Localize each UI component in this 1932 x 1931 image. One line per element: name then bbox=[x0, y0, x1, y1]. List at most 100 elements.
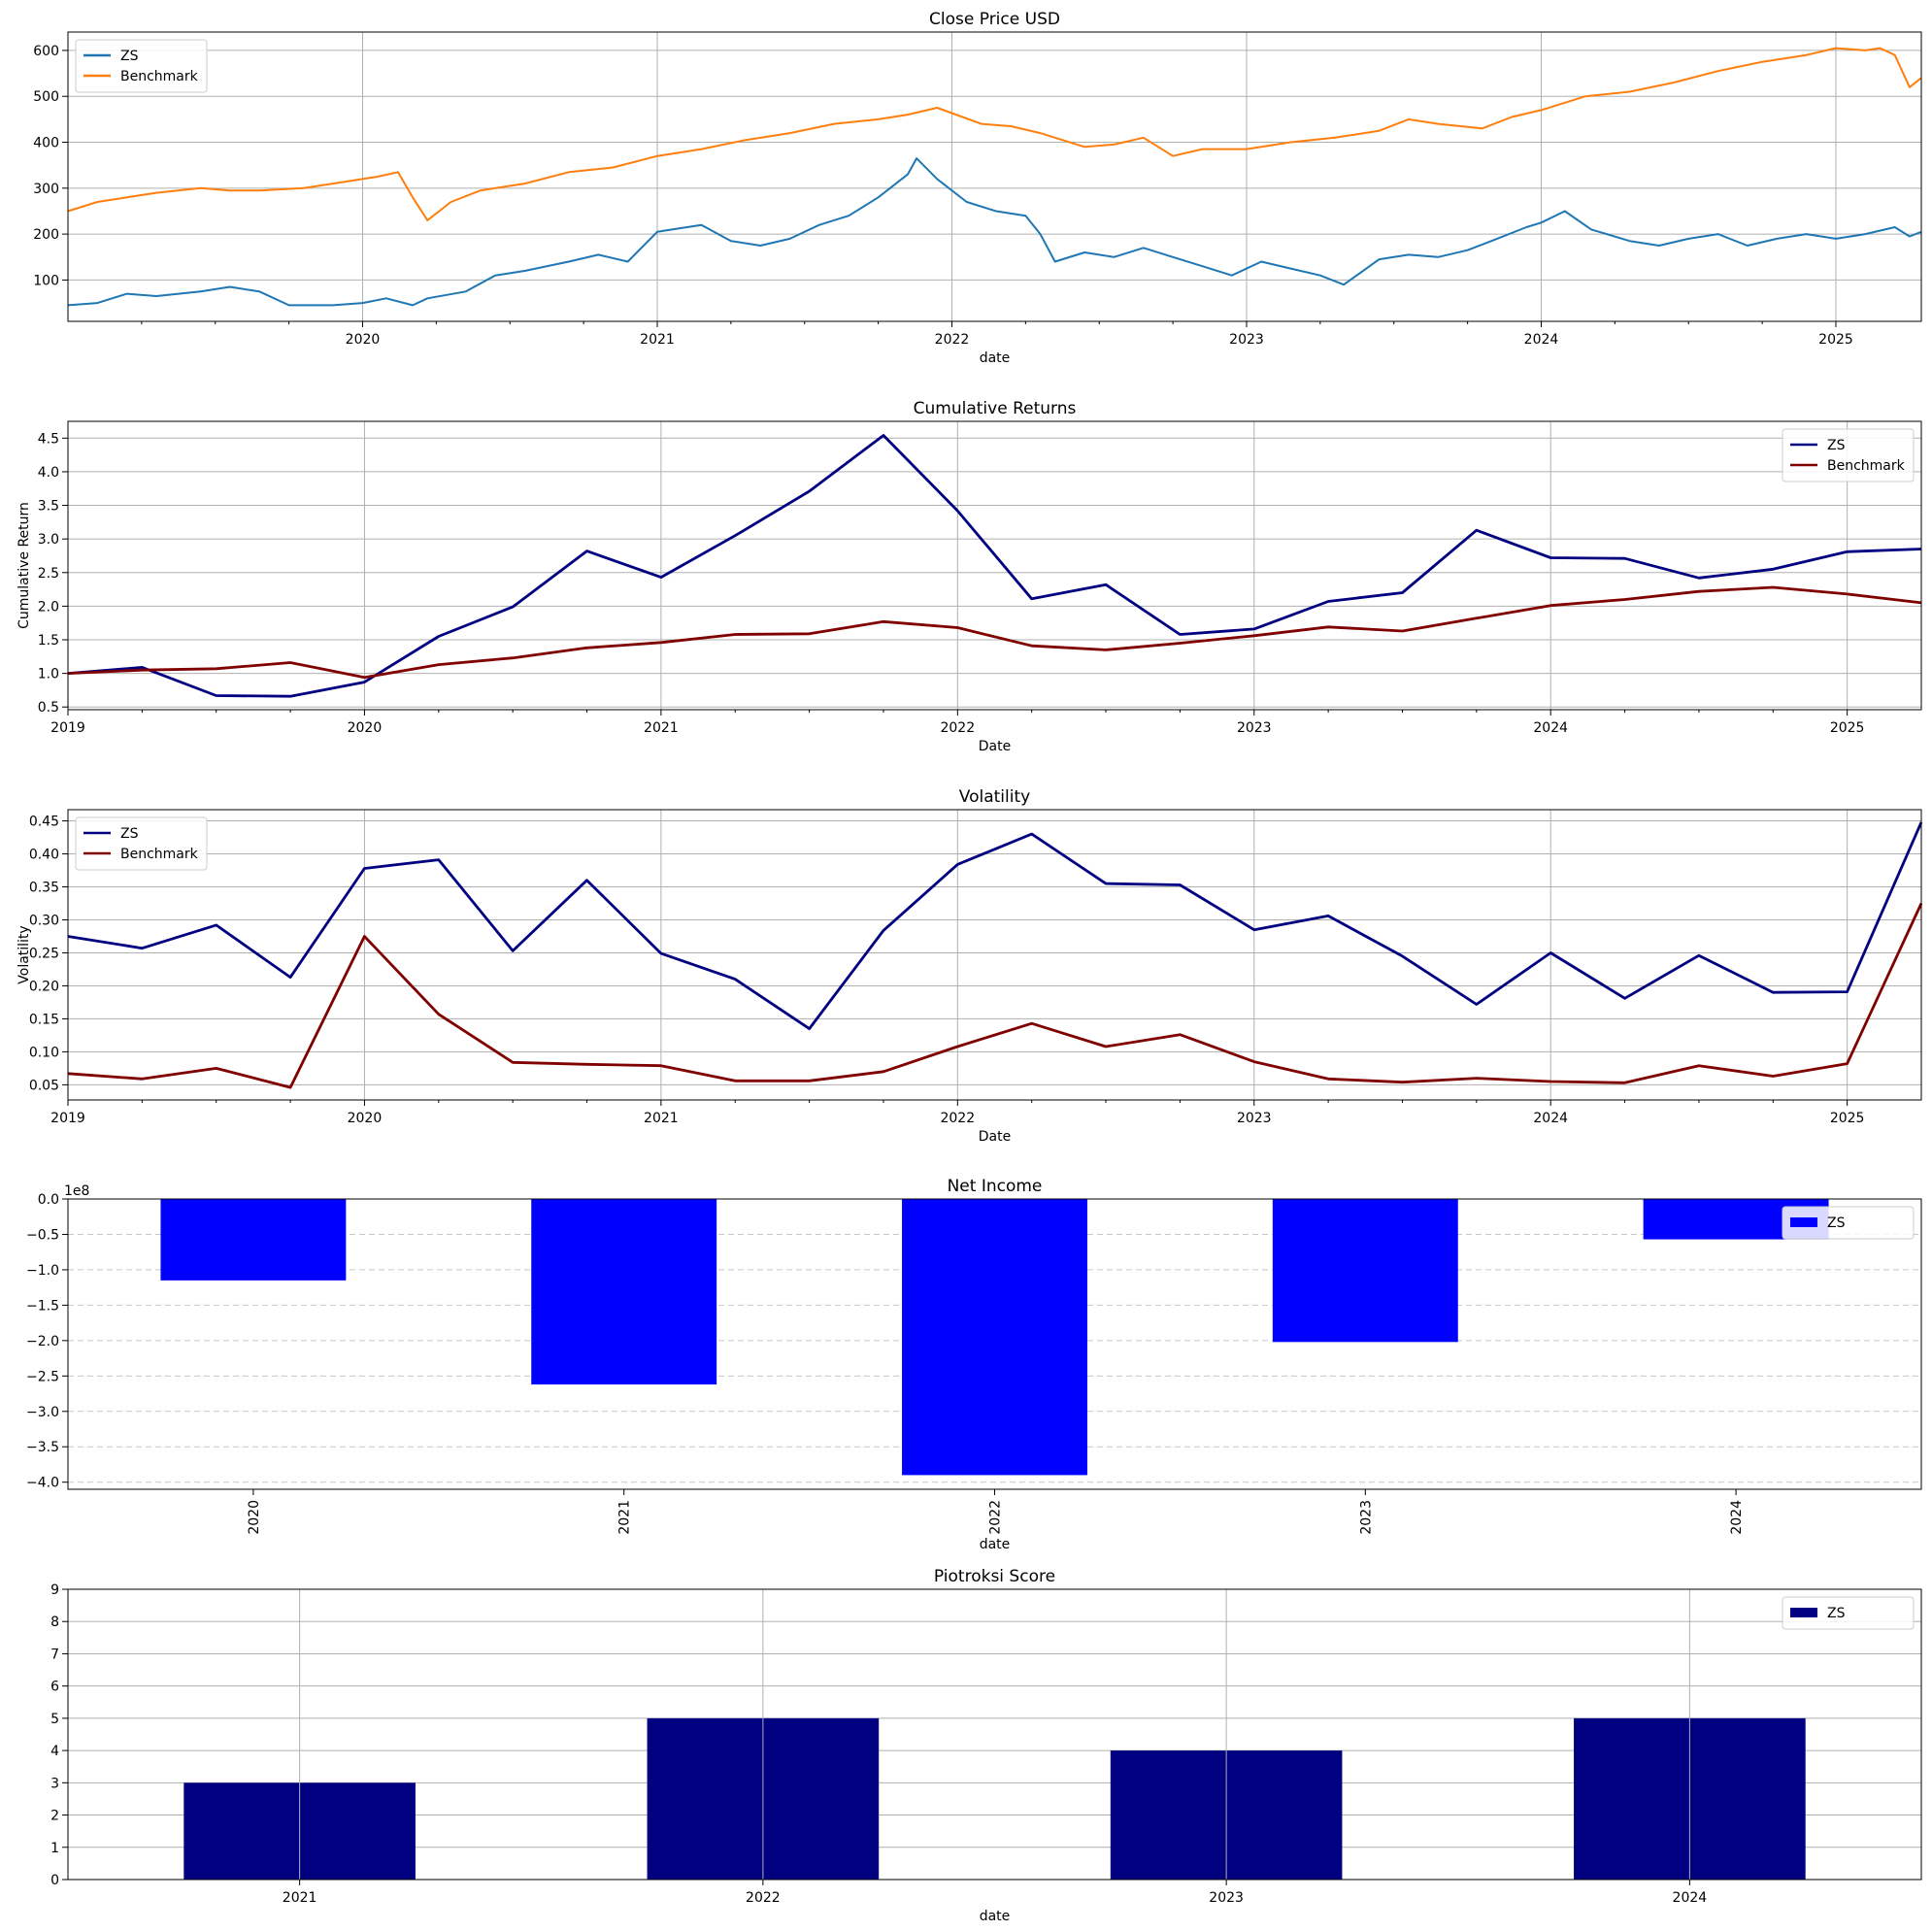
x-tick-label: 2025 bbox=[1830, 720, 1865, 736]
y-tick-label: −2.0 bbox=[26, 1334, 59, 1349]
y-tick-label: 0.05 bbox=[29, 1078, 59, 1093]
y-tick-label: 0.5 bbox=[38, 700, 59, 716]
y-tick-label: 2.5 bbox=[38, 566, 59, 582]
bar-2020 bbox=[160, 1199, 347, 1281]
legend-label: Benchmark bbox=[120, 69, 199, 84]
x-axis-label: Date bbox=[979, 739, 1011, 754]
chart-cumret: 2019 2020 2021 2022 2023 2024 2025 0.5 1.0 1.5 2.0… bbox=[17, 399, 1922, 754]
y-tick-label: 2.0 bbox=[38, 599, 59, 615]
series-line-zs bbox=[67, 157, 1922, 307]
plot-frame bbox=[67, 31, 1922, 322]
y-tick-label: 100 bbox=[33, 273, 59, 288]
legend-frame bbox=[1782, 1596, 1915, 1630]
y-tick-label: 0.10 bbox=[29, 1045, 59, 1060]
y-tick-label: 300 bbox=[33, 182, 59, 197]
legend-label: Benchmark bbox=[120, 847, 199, 862]
x-axis-label: date bbox=[980, 350, 1011, 366]
legend: ZS Benchmark bbox=[1782, 428, 1915, 483]
x-tick-label: 2023 bbox=[1237, 720, 1272, 736]
x-tick-label: 2021 bbox=[617, 1500, 633, 1535]
x-tick-label: 2024 bbox=[1533, 1111, 1568, 1126]
x-tick-label: 2020 bbox=[346, 332, 381, 348]
x-tick-label: 2019 bbox=[50, 720, 85, 736]
chart-title: Close Price USD bbox=[929, 10, 1060, 29]
x-tick-label: 2023 bbox=[1237, 1111, 1272, 1126]
legend-frame bbox=[1782, 1206, 1915, 1240]
y-tick-label: 8 bbox=[50, 1615, 59, 1630]
x-axis-label: date bbox=[980, 1909, 1011, 1924]
y-tick-label: 400 bbox=[33, 136, 59, 151]
chart-title: Volatility bbox=[959, 787, 1030, 807]
x-tick-label: 2023 bbox=[1358, 1500, 1374, 1535]
x-tick-label: 2022 bbox=[746, 1890, 781, 1906]
legend-frame bbox=[75, 816, 208, 871]
chart-title: Cumulative Returns bbox=[914, 399, 1077, 418]
y-tick-label: 3.5 bbox=[38, 499, 59, 515]
x-tick-label: 2021 bbox=[644, 1111, 679, 1126]
series-line-zs bbox=[67, 821, 1923, 1030]
x-tick-label: 2024 bbox=[1524, 332, 1559, 348]
legend-label: ZS bbox=[1827, 1215, 1846, 1231]
y-tick-label: 1 bbox=[50, 1841, 59, 1856]
y-tick-label: 0.40 bbox=[29, 848, 59, 863]
y-tick-label: −2.5 bbox=[26, 1369, 59, 1384]
chart-piotroski: 2021 2022 2023 2024 0 1 2 3 4 5 6 7 8 9 Piotroksi Scor… bbox=[50, 1567, 1922, 1924]
series-line-benchmark bbox=[67, 47, 1922, 221]
bar-2021 bbox=[531, 1199, 717, 1385]
chart-vol: 2019 2020 2021 2022 2023 2024 2025 0.05 0.10 0.15… bbox=[17, 787, 1923, 1145]
y-tick-label: −4.0 bbox=[26, 1476, 59, 1491]
y-tick-label: 3.0 bbox=[38, 532, 59, 548]
chart-title: Net Income bbox=[948, 1177, 1043, 1196]
x-tick-label: 2019 bbox=[50, 1111, 85, 1126]
y-tick-label: 0.20 bbox=[29, 979, 59, 994]
x-tick-label: 2025 bbox=[1830, 1111, 1865, 1126]
y-tick-label: 0.25 bbox=[29, 946, 59, 961]
x-axis-label: Date bbox=[979, 1129, 1011, 1145]
x-tick-label: 2021 bbox=[644, 720, 679, 736]
legend-label: Benchmark bbox=[1827, 458, 1906, 474]
y-tick-label: −3.5 bbox=[26, 1440, 59, 1455]
series-line-benchmark bbox=[67, 585, 1922, 680]
y-tick-label: 3 bbox=[50, 1776, 59, 1791]
x-tick-label: 2022 bbox=[935, 332, 970, 348]
x-tick-label: 2023 bbox=[1209, 1890, 1244, 1906]
y-tick-label: 0.30 bbox=[29, 913, 59, 928]
y-tick-label: 600 bbox=[33, 44, 59, 59]
chart-netincome: 2020 2021 2022 2023 2024 0.0 −0.5 −1.0 −1.5 −2.0 −… bbox=[26, 1177, 1922, 1552]
plot-frame bbox=[67, 420, 1922, 711]
legend-label: ZS bbox=[1827, 438, 1846, 453]
series-line-benchmark bbox=[67, 902, 1923, 1089]
legend: ZS bbox=[1782, 1596, 1915, 1630]
plot-frame bbox=[67, 1588, 1922, 1881]
y-tick-label: 4.0 bbox=[38, 465, 59, 481]
y-tick-label: 1.5 bbox=[38, 633, 59, 649]
y-tick-label: 0.35 bbox=[29, 881, 59, 896]
bar-2023 bbox=[1272, 1199, 1458, 1343]
y-tick-label: 0.45 bbox=[29, 815, 59, 830]
x-tick-label: 2022 bbox=[988, 1500, 1004, 1535]
x-tick-label: 2021 bbox=[283, 1890, 317, 1906]
legend: ZS bbox=[1782, 1206, 1915, 1240]
x-tick-label: 2020 bbox=[348, 720, 383, 736]
series-line-zs bbox=[67, 434, 1922, 698]
legend: ZS Benchmark bbox=[75, 816, 208, 871]
y-tick-label: 200 bbox=[33, 227, 59, 243]
x-tick-label: 2020 bbox=[247, 1500, 262, 1535]
legend: ZS Benchmark bbox=[75, 39, 208, 93]
y-tick-label: 0.15 bbox=[29, 1012, 59, 1027]
legend-label: ZS bbox=[1827, 1606, 1846, 1621]
y-tick-label: 6 bbox=[50, 1680, 59, 1695]
y-tick-label: 9 bbox=[50, 1582, 59, 1598]
x-tick-label: 2024 bbox=[1533, 720, 1568, 736]
y-tick-label: 500 bbox=[33, 89, 59, 105]
y-tick-label: −0.5 bbox=[26, 1227, 59, 1243]
y-tick-label: 0.0 bbox=[38, 1192, 59, 1208]
y-tick-label: 2 bbox=[50, 1809, 59, 1824]
y-tick-label: −1.0 bbox=[26, 1263, 59, 1279]
y-tick-label: 4 bbox=[50, 1744, 59, 1759]
x-tick-label: 2025 bbox=[1818, 332, 1853, 348]
x-tick-label: 2023 bbox=[1229, 332, 1264, 348]
axis-offset-label: 1e8 bbox=[64, 1183, 89, 1199]
x-axis-label: date bbox=[980, 1537, 1011, 1552]
